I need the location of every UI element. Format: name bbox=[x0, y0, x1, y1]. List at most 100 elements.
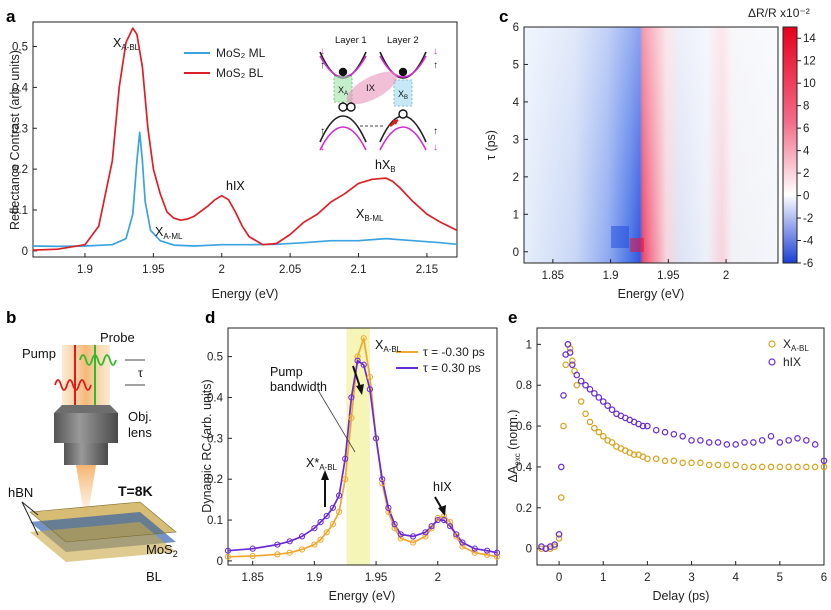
x-tick-label-d-0: 1.85 bbox=[241, 572, 263, 584]
data-point-e-0-43 bbox=[776, 463, 784, 471]
panel-a: 1.9 1.95 2 2.05 2.1 2.15 0 0.1 0.2 0.3 0.4 0.5 Refl… bbox=[8, 21, 458, 301]
panel-e: 0 1 2 3 4 5 6 0 0.2 0.4 0.6 0.8 1 ΔAexc (norm.) Dela… bbox=[506, 327, 828, 603]
legend-label-tau-neg: τ = -0.30 ps bbox=[423, 345, 485, 359]
data-point-e-0-30 bbox=[661, 457, 669, 465]
cb-layer2 bbox=[379, 51, 427, 79]
x-tick-label-d-3: 2 bbox=[435, 572, 441, 584]
interlayer-exciton-ellipse bbox=[346, 71, 398, 105]
legend-label-bl: MoS₂ BL bbox=[216, 66, 264, 80]
x-tick-label-e-0: 0 bbox=[556, 572, 562, 584]
data-point-e-1-29 bbox=[661, 428, 669, 436]
data-point-d-0-12 bbox=[354, 353, 361, 360]
data-point-e-1-12 bbox=[577, 377, 585, 385]
data-point-e-1-47 bbox=[820, 457, 828, 465]
cb-layer2-spin bbox=[379, 55, 427, 78]
hbn-pointer bbox=[21, 501, 39, 516]
data-point-e-0-40 bbox=[750, 463, 757, 471]
data-point-e-0-28 bbox=[644, 455, 651, 463]
data-point-e-1-33 bbox=[697, 437, 704, 444]
tau-label-b: τ bbox=[138, 366, 143, 380]
data-point-d-1-29 bbox=[484, 547, 491, 554]
data-point-d-0-22 bbox=[428, 525, 435, 532]
data-point-e-1-41 bbox=[767, 432, 775, 440]
axis-ticks-d: 1.85 1.9 1.95 2 0 0.1 0.2 0.3 0.4 0.5 bbox=[207, 352, 441, 584]
data-point-d-0-21 bbox=[422, 533, 429, 540]
data-point-d-0-11 bbox=[348, 414, 355, 421]
data-point-e-1-35 bbox=[714, 439, 722, 446]
x-tick-label-a-1: 1.95 bbox=[142, 264, 164, 276]
data-point-d-0-7 bbox=[323, 529, 330, 536]
probe-pulse-icon bbox=[79, 354, 117, 366]
data-point-d-1-13 bbox=[360, 361, 367, 368]
panel-d: 1.85 1.9 1.95 2 0 0.1 0.2 0.3 0.4 0.5 Dynamic RC … bbox=[200, 327, 501, 603]
y-tick-label-c-6: 6 bbox=[513, 22, 519, 34]
data-point-e-1-4 bbox=[555, 531, 563, 538]
heatmap-hotspot-c bbox=[630, 238, 644, 252]
data-point-d-0-0 bbox=[224, 553, 232, 560]
plot-area-d bbox=[224, 335, 501, 560]
data-point-d-1-19 bbox=[397, 531, 404, 538]
data-point-e-1-14 bbox=[586, 385, 594, 393]
data-point-e-1-5 bbox=[557, 463, 565, 471]
data-point-e-1-46 bbox=[811, 441, 819, 448]
data-point-e-0-3 bbox=[551, 543, 558, 550]
x-tick-label-d-1: 1.9 bbox=[306, 572, 322, 584]
x-tick-label-c-3: 2 bbox=[723, 270, 729, 282]
y-tick-label-e-1: 0.2 bbox=[516, 503, 532, 515]
data-point-e-0-32 bbox=[679, 459, 687, 467]
spin-up-arrow-icon: ↑ bbox=[320, 60, 325, 71]
x-tick-label-a-2: 2 bbox=[219, 264, 225, 276]
data-point-e-0-18 bbox=[599, 432, 607, 440]
axes-frame-a bbox=[32, 21, 458, 258]
series-line-d-1 bbox=[227, 359, 498, 554]
panel-label-c: c bbox=[499, 7, 508, 26]
data-point-e-0-38 bbox=[732, 461, 739, 469]
data-point-d-0-8 bbox=[329, 521, 336, 528]
y-tick-label-e-5: 1 bbox=[526, 339, 532, 351]
data-point-d-1-10 bbox=[342, 455, 349, 462]
data-point-d-0-4 bbox=[298, 546, 306, 553]
up-arrowhead-icon bbox=[321, 470, 329, 480]
data-point-e-1-11 bbox=[573, 371, 581, 379]
y-tick-label-e-3: 0.6 bbox=[516, 421, 532, 433]
colorbar-c bbox=[782, 26, 798, 264]
data-point-e-0-6 bbox=[560, 422, 567, 430]
data-point-e-0-5 bbox=[557, 494, 565, 501]
hbn-outline bbox=[29, 501, 177, 543]
ylabel-d: Dynamic RC (arb. units) bbox=[200, 379, 214, 512]
hole-layer1-b bbox=[346, 102, 356, 112]
panel-label-a: a bbox=[6, 7, 16, 26]
data-point-d-1-14 bbox=[366, 386, 374, 393]
annotation-hxb: hXB bbox=[375, 158, 396, 174]
data-point-d-1-16 bbox=[379, 476, 386, 483]
data-point-e-1-31 bbox=[679, 432, 687, 440]
legend-e: XA-BL hIX bbox=[768, 337, 809, 369]
hbn-pointer-2 bbox=[21, 501, 39, 536]
series-line-a-1 bbox=[32, 27, 458, 251]
data-point-e-1-28 bbox=[652, 426, 660, 434]
lens-top-b bbox=[54, 405, 118, 413]
colorbar-ticks-c: 14 12 10 8 6 4 2 0 -2 -4 -6 bbox=[797, 33, 816, 270]
data-point-d-1-18 bbox=[391, 521, 398, 528]
y-tick-label-e-4: 0.8 bbox=[516, 380, 532, 392]
xlabel-e: Delay (ps) bbox=[653, 589, 710, 603]
data-point-d-1-30 bbox=[493, 549, 501, 556]
y-tick-label-d-0: 0 bbox=[217, 556, 223, 568]
hbn-layer-bottom bbox=[30, 522, 176, 562]
relax-arrowhead-icon bbox=[392, 120, 398, 125]
down-arrowhead-icon-hix bbox=[438, 505, 446, 516]
data-point-d-0-2 bbox=[274, 551, 281, 558]
y-tick-label-c-1: 1 bbox=[513, 209, 519, 221]
ylabel-e: ΔAexc (norm.) bbox=[506, 410, 522, 483]
objective-lens-body bbox=[54, 413, 118, 443]
vb-layer2-spin bbox=[379, 126, 427, 151]
data-point-e-1-16 bbox=[595, 394, 603, 401]
data-point-e-1-30 bbox=[670, 430, 678, 438]
cb-tick-label-7: 0 bbox=[803, 191, 809, 203]
cb-tick-label-5: 4 bbox=[803, 146, 810, 158]
data-point-d-0-23 bbox=[434, 514, 441, 522]
legend-a: MoS₂ ML MoS₂ BL bbox=[184, 46, 266, 80]
x-tick-label-a-3: 2.05 bbox=[279, 264, 301, 276]
inset-band-diagram: Layer 1 Layer 2 XA XB IX bbox=[315, 28, 443, 153]
down-arrow-icon bbox=[352, 365, 361, 388]
